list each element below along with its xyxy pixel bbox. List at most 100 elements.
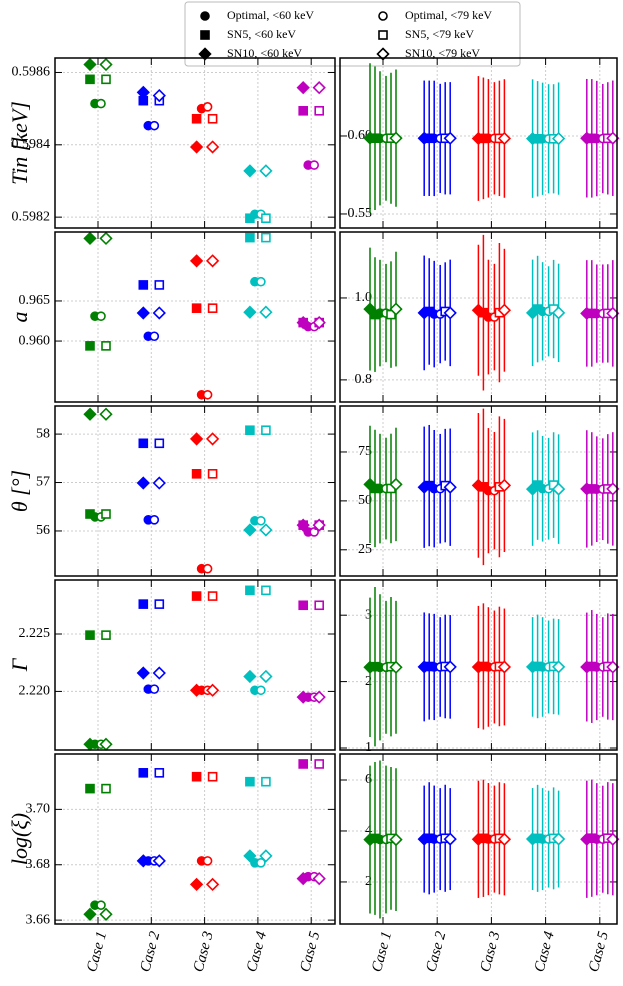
data-point — [205, 140, 220, 154]
data-point — [136, 476, 150, 490]
legend-marker — [200, 11, 210, 21]
data-point — [152, 854, 166, 868]
data-point — [243, 523, 257, 537]
legend-label: Optimal, <60 keV — [227, 8, 314, 22]
legend-marker — [378, 11, 388, 21]
legend-label: SN10, <60 keV — [227, 46, 302, 60]
data-point — [312, 315, 326, 330]
y-axis-label: θ [°] — [7, 470, 32, 512]
data-point — [152, 88, 166, 103]
y-axis-label: Γ — [7, 657, 32, 672]
data-point — [85, 630, 95, 640]
data-point — [152, 306, 166, 320]
y-tick-label: 0.8 — [355, 372, 373, 387]
category-label: Case 4 — [532, 929, 558, 973]
data-point — [314, 106, 325, 116]
data-point — [389, 477, 403, 492]
data-point — [256, 276, 266, 287]
data-point — [389, 131, 403, 145]
y-tick-label: 75 — [358, 444, 372, 459]
data-point — [85, 783, 95, 794]
data-point — [314, 600, 325, 611]
data-point — [99, 907, 113, 921]
y-tick-label: 0.5982 — [12, 209, 51, 224]
legend-marker — [200, 30, 210, 40]
data-point — [136, 854, 150, 868]
data-point — [312, 690, 326, 704]
data-point — [138, 599, 149, 609]
data-point — [245, 232, 255, 243]
panel-frame — [54, 753, 336, 925]
data-point — [551, 482, 566, 496]
y-tick-label: 2 — [365, 874, 372, 889]
panel-frame — [54, 231, 336, 403]
data-point — [189, 140, 204, 154]
category-label: Case 2 — [423, 929, 449, 973]
data-point — [245, 776, 255, 787]
y-tick-label: 25 — [358, 542, 372, 557]
data-point — [471, 660, 486, 674]
category-label: Case 1 — [84, 930, 110, 974]
data-point — [99, 57, 113, 72]
data-point — [363, 477, 377, 492]
category-label: Case 3 — [191, 930, 217, 974]
data-point — [205, 432, 220, 446]
y-tick-label: 0.960 — [19, 333, 51, 348]
data-point — [96, 900, 106, 910]
data-point — [259, 305, 273, 319]
category-label: Case 3 — [477, 930, 503, 974]
panel-frame — [339, 57, 618, 229]
legend-label: SN5, <60 keV — [227, 27, 296, 41]
data-point — [101, 783, 111, 794]
data-point — [154, 599, 165, 609]
data-point — [154, 438, 165, 449]
data-point — [443, 131, 457, 145]
data-point — [497, 478, 512, 493]
data-point — [99, 407, 113, 421]
data-point — [191, 303, 202, 313]
y-tick-label: 3 — [365, 607, 372, 622]
data-point — [83, 231, 97, 246]
data-point — [312, 81, 326, 95]
data-point — [259, 849, 273, 863]
data-point — [417, 480, 431, 494]
category-label: Case 1 — [369, 930, 395, 974]
data-point — [525, 131, 540, 146]
data-point — [443, 660, 457, 674]
data-point — [580, 660, 594, 674]
data-point — [243, 669, 257, 684]
category-label: Case 5 — [586, 929, 612, 973]
data-point — [191, 591, 202, 601]
data-point — [580, 832, 594, 846]
data-point — [471, 478, 486, 493]
data-point — [471, 303, 486, 317]
data-point — [261, 232, 271, 243]
data-point — [245, 213, 255, 224]
y-tick-label: 1 — [365, 740, 372, 755]
legend-label: SN5, <79 keV — [405, 27, 474, 41]
data-point — [389, 832, 403, 847]
data-point — [99, 231, 113, 246]
y-tick-label: 0.55 — [348, 206, 373, 221]
data-point — [205, 683, 220, 697]
data-point — [207, 771, 218, 782]
legend-label: Optimal, <79 keV — [405, 8, 492, 22]
panel-frame — [54, 579, 336, 751]
data-point — [202, 563, 213, 574]
data-point — [298, 106, 309, 116]
data-point — [417, 131, 431, 145]
panel-frame — [54, 57, 336, 229]
data-point — [443, 480, 457, 494]
y-tick-label: 2 — [365, 674, 372, 689]
data-point — [471, 131, 486, 146]
data-point — [551, 832, 566, 846]
data-point — [525, 306, 540, 320]
panel-frame — [54, 405, 336, 577]
y-tick-label: 0.5984 — [12, 137, 51, 152]
y-axis-label: Tin [keV] — [7, 101, 32, 185]
data-point — [525, 482, 540, 496]
y-tick-label: 58 — [36, 426, 50, 441]
data-point — [525, 832, 540, 846]
data-point — [205, 254, 220, 268]
data-point — [296, 690, 310, 704]
